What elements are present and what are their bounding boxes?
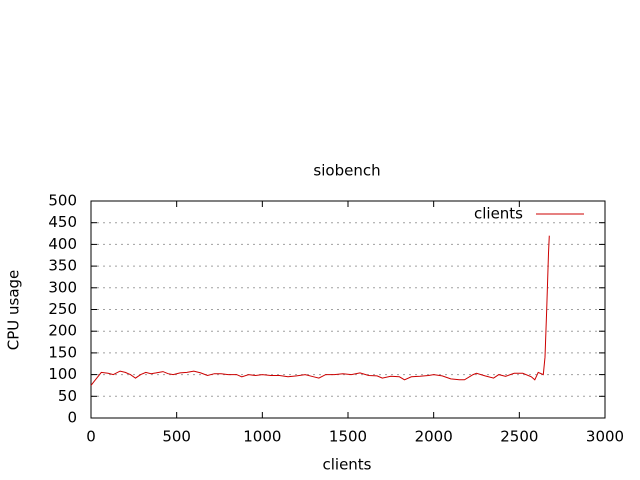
x-tick-label: 0 (86, 428, 96, 446)
legend-label: clients (474, 205, 523, 223)
x-tick-label: 1500 (329, 428, 367, 446)
y-axis-label: CPU usage (5, 270, 23, 351)
y-tick-label: 100 (48, 365, 77, 383)
y-tick-label: 200 (48, 322, 77, 340)
x-axis-label: clients (322, 456, 371, 474)
y-tick-label: 400 (48, 235, 77, 253)
x-tick-label: 3000 (586, 428, 624, 446)
y-tick-label: 350 (48, 257, 77, 275)
x-tick-label: 2500 (500, 428, 538, 446)
chart-title: siobench (313, 162, 380, 180)
y-tick-label: 500 (48, 192, 77, 210)
y-tick-label: 0 (67, 409, 77, 427)
y-tick-label: 150 (48, 343, 77, 361)
x-tick-label: 2000 (415, 428, 453, 446)
plot-border (90, 200, 606, 419)
x-tick-label: 1000 (243, 428, 281, 446)
y-tick-label: 300 (48, 278, 77, 296)
x-tick-label: 500 (162, 428, 191, 446)
y-tick-label: 450 (48, 213, 77, 231)
y-tick-label: 50 (58, 387, 77, 405)
data-line (90, 235, 550, 386)
y-tick-label: 250 (48, 300, 77, 318)
